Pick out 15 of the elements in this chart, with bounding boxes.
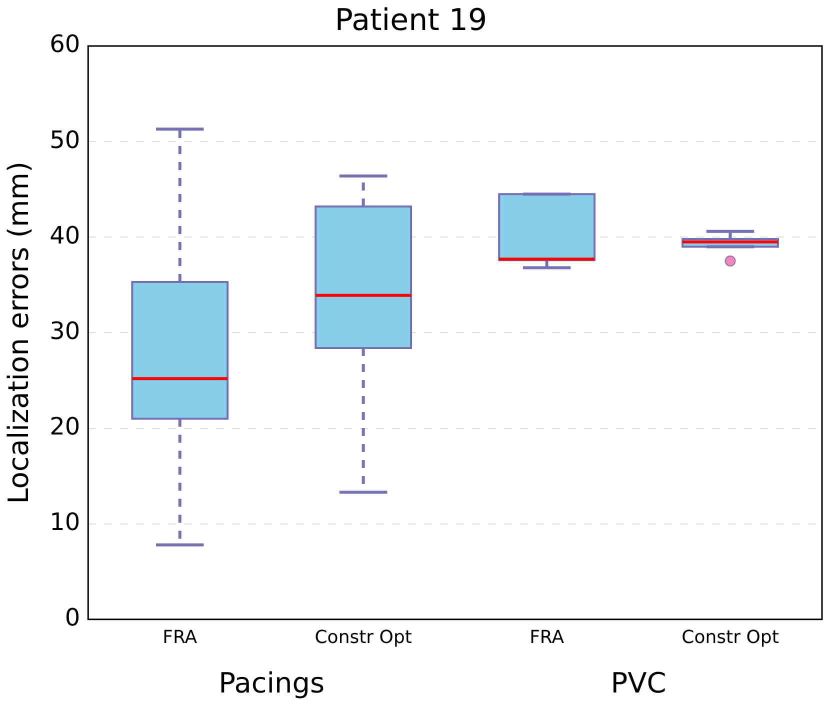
x-tick-label: FRA: [530, 626, 565, 648]
x-tick-label: Constr Opt: [682, 626, 779, 648]
y-tick-label: 50: [50, 126, 80, 154]
y-tick-label: 40: [50, 221, 80, 250]
y-tick-label: 30: [50, 316, 80, 345]
text: Pacings: [218, 666, 325, 700]
y-tick-label: 20: [50, 412, 80, 440]
y-tick-label: 0: [64, 604, 80, 632]
text: PVC: [610, 666, 666, 700]
y-tick-label: 10: [50, 508, 80, 536]
y-tick-label: 60: [50, 30, 80, 58]
chart-title: Patient 19: [334, 2, 488, 38]
x-tick-label: FRA: [162, 626, 198, 648]
y-axis-title: Localization errors (mm): [2, 161, 36, 504]
x-tick-label: Constr Opt: [314, 626, 412, 648]
